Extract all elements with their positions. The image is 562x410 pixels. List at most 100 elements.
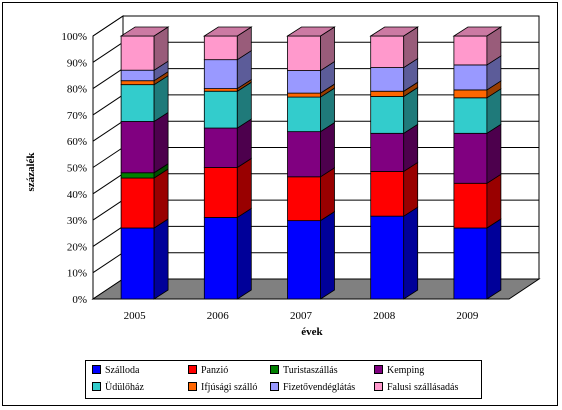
bar-side — [320, 210, 335, 300]
bar-front — [287, 176, 321, 222]
legend-swatch — [270, 382, 279, 392]
bar-top — [452, 26, 503, 37]
bar-front — [287, 92, 321, 98]
bar-segment — [453, 26, 502, 66]
x-tick-label: 2008 — [373, 310, 396, 322]
gridline-side — [92, 15, 124, 37]
bar-front — [370, 96, 405, 134]
bar-segment — [203, 207, 252, 300]
bar-segment — [287, 167, 335, 222]
bar-front — [120, 177, 155, 229]
legend-label: Turistaszállás — [283, 365, 338, 376]
y-tick-label: 30% — [67, 215, 87, 227]
bar-segment — [453, 218, 502, 300]
bar-side — [153, 218, 169, 300]
bar-front — [120, 172, 155, 179]
bar-front — [203, 90, 238, 129]
bar-front — [203, 127, 238, 168]
bar-segment — [203, 49, 252, 90]
legend-item: Turistaszállás — [270, 364, 338, 378]
y-tick-label: 90% — [67, 57, 87, 69]
bars — [119, 26, 503, 300]
bar-front — [120, 80, 155, 86]
bar-front — [120, 69, 155, 82]
bar-top — [202, 26, 253, 37]
legend-swatch — [374, 365, 383, 375]
bar-side — [486, 123, 502, 185]
bar-front — [453, 35, 488, 66]
bar-side — [486, 218, 502, 300]
legend: Szálloda Panzió Turistaszállás Kemping Üdülő… — [85, 360, 482, 399]
y-tick-label: 100% — [61, 31, 87, 43]
bar-segment — [370, 206, 419, 300]
bar-top — [119, 26, 170, 37]
bar-front — [203, 35, 238, 61]
bar-front — [203, 217, 238, 300]
bar-side — [153, 111, 169, 174]
gridline-side — [92, 173, 124, 195]
bar-front — [120, 84, 155, 122]
legend-label: Kemping — [387, 365, 425, 376]
bar-front — [453, 227, 488, 300]
bar-segment — [287, 87, 335, 133]
bar-side — [153, 168, 169, 229]
bar-front — [203, 167, 238, 218]
bar-segment — [370, 123, 419, 173]
gridline-side — [92, 199, 124, 221]
x-tick-labels: 2005 2006 2007 2008 2009 — [124, 310, 479, 322]
bar-front — [287, 96, 321, 133]
bar-front — [287, 131, 321, 178]
x-tick-label: 2006 — [207, 310, 230, 322]
legend-label: Falusi szállásadás — [387, 382, 459, 393]
bar-top — [369, 26, 420, 37]
bar-front — [453, 97, 488, 134]
gridline-side — [92, 41, 124, 63]
legend-swatch — [92, 365, 101, 375]
gridline-side — [92, 94, 124, 116]
y-tick-label: 40% — [67, 189, 87, 201]
legend-item: Fizetővendéglátás — [270, 381, 355, 395]
bar-front — [370, 132, 405, 172]
bar-segment — [370, 86, 419, 135]
bar-front — [370, 215, 405, 300]
y-tick-label: 70% — [67, 110, 87, 122]
legend-swatch — [270, 365, 279, 375]
y-tick-label: 20% — [67, 241, 87, 253]
y-tick-labels: 0% 10% 20% 30% 40% 50% 60% 70% 80% 90% 100% — [61, 31, 87, 306]
legend-item: Üdülőház — [92, 381, 144, 395]
gridline-side — [92, 68, 124, 90]
bar-front — [287, 70, 321, 94]
bar-front — [370, 171, 405, 217]
bar-segment — [120, 111, 169, 174]
legend-item: Szálloda — [92, 364, 139, 378]
legend-swatch — [188, 365, 197, 375]
x-tick-label: 2007 — [290, 310, 313, 322]
y-tick-label: 50% — [67, 163, 87, 175]
bar-front — [453, 64, 488, 91]
bar-segment — [120, 74, 169, 123]
legend-item: Panzió — [188, 364, 228, 378]
bar-front — [203, 59, 238, 89]
bar-segment — [453, 173, 502, 229]
bar-front — [453, 132, 488, 184]
legend-label: Szálloda — [105, 365, 140, 376]
x-tick-label: 2009 — [456, 310, 479, 322]
bar-segment — [287, 60, 335, 94]
bar-segment — [203, 157, 252, 219]
gridline-side — [92, 147, 124, 168]
legend-label: Panzió — [201, 365, 229, 376]
bar-front — [370, 90, 405, 97]
y-tick-label: 60% — [67, 136, 87, 148]
legend-swatch — [92, 382, 101, 392]
bar-front — [370, 67, 405, 92]
x-axis-label: évek — [301, 326, 323, 338]
bar-side — [236, 157, 252, 219]
y-tick-label: 0% — [72, 294, 87, 306]
legend-swatch — [188, 382, 197, 392]
legend-label: Fizetővendéglátás — [283, 382, 356, 393]
gridline-side — [92, 225, 124, 247]
legend-item: Kemping — [374, 364, 424, 378]
legend-swatch — [374, 382, 383, 392]
y-axis-label: százalék — [25, 152, 37, 192]
